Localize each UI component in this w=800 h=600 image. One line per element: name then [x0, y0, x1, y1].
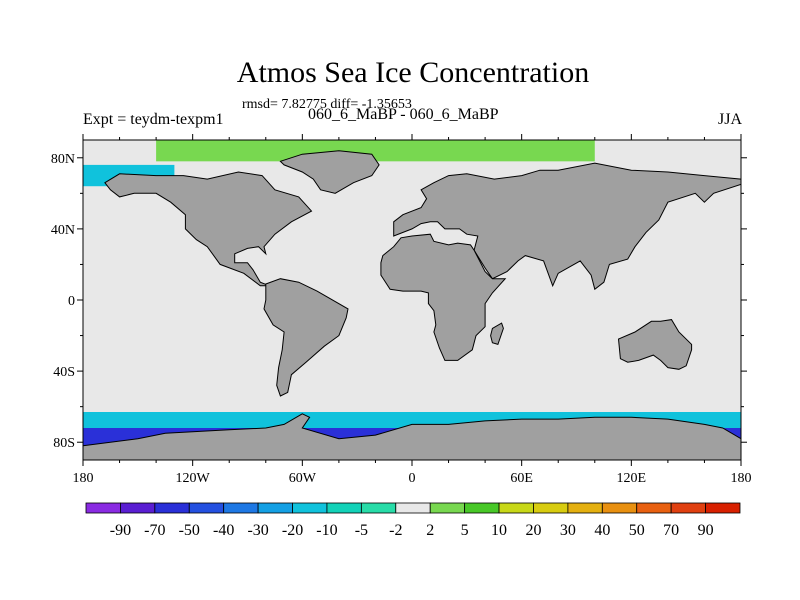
colorbar-label-17: 90	[698, 522, 714, 539]
colorbar-box-6	[292, 502, 328, 514]
colorbar-label-7: -5	[355, 522, 368, 539]
colorbar-label-8: -2	[389, 522, 402, 539]
colorbar-label-3: -40	[213, 522, 234, 539]
colorbar-label-14: 40	[594, 522, 610, 539]
colorbar-label-16: 70	[663, 522, 679, 539]
colorbar-box-3	[188, 502, 225, 514]
colorbar-box-5	[257, 502, 293, 514]
land-madagascar	[490, 322, 504, 346]
y-tick-label-0: 80N	[51, 152, 75, 167]
land-south-america	[263, 278, 349, 397]
land-north-america	[104, 171, 313, 287]
colorbar-box-17	[670, 502, 706, 514]
colorbar-box-14	[567, 502, 603, 514]
land-eurasia	[393, 162, 741, 291]
experiment-label: Expt = teydm-texpm1	[83, 111, 224, 128]
land-greenland	[279, 150, 380, 194]
colorbar-box-1	[120, 502, 156, 514]
x-tick-label-0: 180	[73, 471, 94, 486]
colorbar-label-9: 2	[426, 522, 434, 539]
colorbar-label-15: 50	[629, 522, 645, 539]
colorbar-label-6: -10	[316, 522, 337, 539]
colorbar-box-10	[429, 502, 466, 514]
colorbar-box-0	[85, 502, 121, 514]
colorbar-label-4: -30	[247, 522, 268, 539]
y-tick-label-1: 40N	[51, 223, 75, 238]
x-tick-label-5: 120E	[617, 471, 647, 486]
y-tick-label-4: 80S	[53, 436, 75, 451]
land-australia	[617, 319, 693, 370]
y-tick-label-2: 0	[68, 294, 75, 309]
colorbar-box-15	[601, 502, 638, 514]
colorbar-label-10: 5	[461, 522, 469, 539]
x-tick-label-2: 60W	[289, 471, 317, 486]
season-label: JJA	[717, 111, 742, 128]
colorbar-label-11: 10	[491, 522, 507, 539]
x-tick-label-3: 0	[409, 471, 416, 486]
y-tick-label-3: 40S	[53, 365, 75, 380]
colorbar-box-18	[705, 502, 741, 514]
colorbar-box-11	[464, 502, 500, 514]
colorbar-box-8	[360, 502, 397, 514]
colorbar-box-7	[326, 502, 362, 514]
x-tick-label-6: 180	[731, 471, 752, 486]
chart-subtitle: 060_6_MaBP - 060_6_MaBP	[308, 106, 499, 123]
land-antarctica	[83, 413, 741, 460]
chart-title: Atmos Sea Ice Concentration	[236, 56, 590, 89]
x-tick-label-1: 120W	[176, 471, 211, 486]
colorbar-box-4	[223, 502, 259, 514]
stats-text: rmsd= 7.82775 diff= -1.35653	[242, 97, 412, 112]
colorbar-label-1: -70	[144, 522, 165, 539]
land-africa	[380, 233, 507, 361]
colorbar-box-13	[533, 502, 569, 514]
colorbar-label-0: -90	[110, 522, 131, 539]
colorbar-box-2	[154, 502, 190, 514]
colorbar-box-9	[395, 502, 431, 514]
colorbar-box-16	[636, 502, 672, 514]
colorbar-label-5: -20	[282, 522, 303, 539]
colorbar-label-2: -50	[179, 522, 200, 539]
colorbar-label-13: 30	[560, 522, 576, 539]
region-arctic-gain-band	[156, 140, 595, 162]
colorbar-box-12	[498, 502, 534, 514]
x-tick-label-4: 60E	[510, 471, 533, 486]
colorbar-label-12: 20	[525, 522, 541, 539]
